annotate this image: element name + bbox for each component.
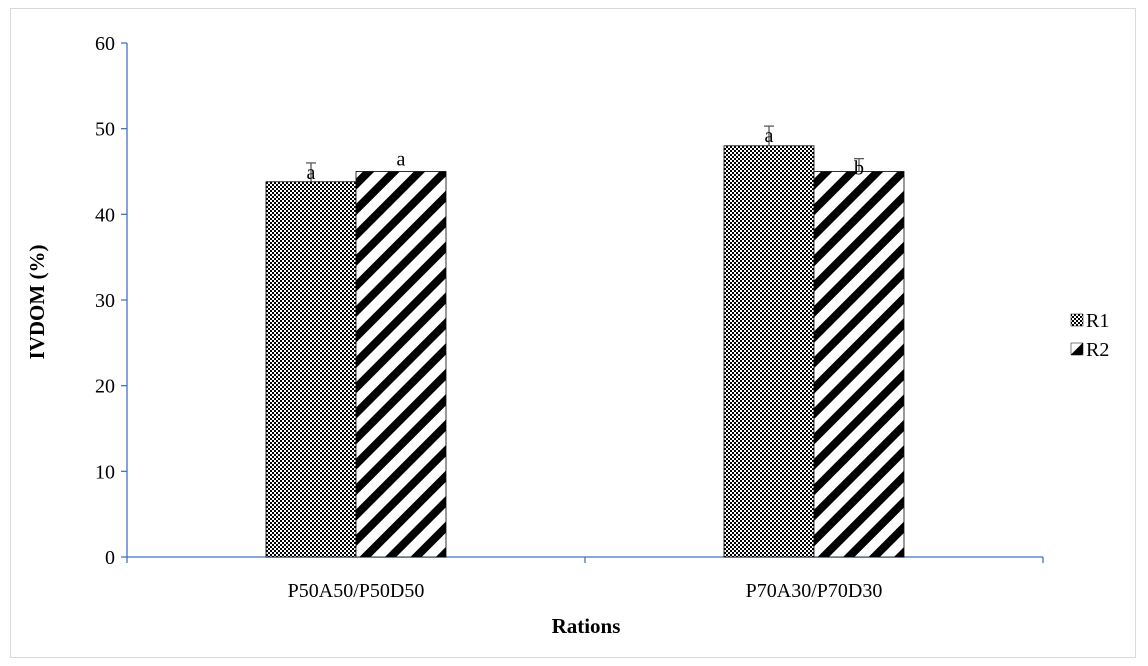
y-tick-label: 50 — [95, 119, 115, 141]
legend-swatch-r1 — [1070, 313, 1084, 327]
x-axis-title: Rations — [552, 614, 621, 638]
legend-swatch-r2 — [1070, 342, 1084, 356]
bar-r1-2 — [723, 145, 815, 558]
bar-r2-2 — [813, 171, 905, 558]
chart-frame — [10, 8, 1136, 658]
y-tick-label: 10 — [95, 461, 115, 483]
y-tick-label: 60 — [95, 33, 115, 55]
significance-letter: a — [765, 125, 774, 147]
x-tick-label: P50A50/P50D50 — [288, 580, 425, 602]
bar-r1-1 — [265, 181, 357, 558]
legend-label-r2: R2 — [1086, 339, 1109, 361]
y-axis-title: IVDOM (%) — [25, 245, 49, 360]
y-tick-label: 30 — [95, 290, 115, 312]
legend-label-r1: R1 — [1086, 310, 1109, 332]
y-tick-label: 40 — [95, 204, 115, 226]
significance-letter: a — [397, 149, 406, 171]
y-tick-label: 20 — [95, 376, 115, 398]
y-tick-label: 0 — [105, 547, 115, 569]
x-tick-label: P70A30/P70D30 — [746, 580, 883, 602]
significance-letter: a — [307, 162, 316, 184]
significance-letter: b — [854, 158, 864, 180]
bar-r2-1 — [355, 171, 447, 558]
